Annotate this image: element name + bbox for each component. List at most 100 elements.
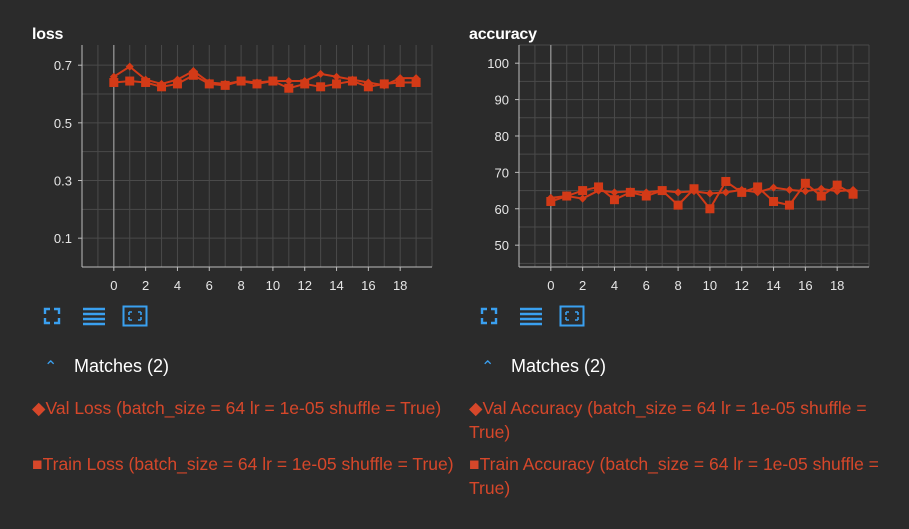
point-train-loss [395, 77, 405, 87]
legend-label: Val Loss (batch_size = 64 lr = 1e-05 shu… [45, 398, 442, 418]
point-train-loss [284, 83, 294, 93]
point-val-accuracy [785, 185, 794, 194]
legend-item-train-accuracy[interactable]: ■Train Accuracy (batch_size = 64 lr = 1e… [469, 452, 909, 500]
point-train-accuracy [705, 204, 715, 214]
point-train-loss [316, 82, 326, 92]
point-val-loss [316, 69, 325, 78]
x-tick-label: 4 [174, 278, 181, 293]
point-val-accuracy [721, 188, 730, 197]
point-train-loss [363, 82, 373, 92]
point-train-loss [379, 79, 389, 89]
x-tick-label: 12 [734, 278, 748, 293]
x-tick-label: 14 [329, 278, 343, 293]
point-train-loss [347, 76, 357, 86]
point-val-loss [332, 72, 341, 81]
point-train-loss [109, 77, 119, 87]
matches-label: Matches (2) [511, 356, 607, 376]
y-tick-label: 0.1 [54, 231, 72, 246]
point-train-accuracy [546, 196, 556, 206]
point-val-accuracy [705, 189, 714, 198]
matches-toggle[interactable]: ⌃ Matches (2) [32, 356, 169, 377]
point-train-accuracy [689, 184, 699, 194]
matches-toggle[interactable]: ⌃ Matches (2) [469, 356, 606, 377]
point-train-accuracy [848, 189, 858, 199]
point-val-loss [284, 77, 293, 86]
x-tick-label: 16 [798, 278, 812, 293]
point-train-accuracy [816, 191, 826, 201]
point-train-loss [300, 79, 310, 89]
point-train-accuracy [657, 186, 667, 196]
x-tick-label: 8 [237, 278, 244, 293]
loss-card: loss 0 2 4 6 8 10 12 14 16 18 0.1 0.3 0.5 0.7 ⌃ Match… [0, 0, 454, 529]
x-tick-label: 0 [110, 278, 117, 293]
y-tick-label: 50 [495, 238, 509, 253]
point-train-loss [204, 79, 214, 89]
chart-toolbar [42, 304, 162, 328]
y-tick-label: 100 [487, 56, 509, 71]
accuracy-chart[interactable]: 0 2 4 6 8 10 12 14 16 18 50 60 70 80 90 100 [437, 0, 887, 300]
legend-item-train-loss[interactable]: ■Train Loss (batch_size = 64 lr = 1e-05 … [32, 452, 472, 476]
x-tick-label: 6 [206, 278, 213, 293]
point-train-accuracy [594, 182, 604, 192]
fullscreen-icon[interactable] [42, 304, 82, 328]
x-tick-label: 6 [643, 278, 650, 293]
point-train-accuracy [753, 182, 763, 192]
diamond-icon: ◆ [469, 398, 483, 418]
x-tick-label: 14 [766, 278, 780, 293]
point-train-loss [220, 80, 230, 90]
point-train-loss [172, 79, 182, 89]
list-icon[interactable] [82, 304, 122, 328]
legend-item-val-accuracy[interactable]: ◆Val Accuracy (batch_size = 64 lr = 1e-0… [469, 396, 909, 444]
point-train-accuracy [673, 200, 683, 210]
point-val-accuracy [817, 184, 826, 193]
y-tick-label: 0.3 [54, 174, 72, 189]
point-train-loss [252, 79, 262, 89]
x-tick-label: 18 [830, 278, 844, 293]
x-tick-label: 18 [393, 278, 407, 293]
point-train-loss [141, 77, 151, 87]
y-tick-label: 0.5 [54, 116, 72, 131]
point-val-accuracy [801, 187, 810, 196]
x-tick-label: 2 [142, 278, 149, 293]
y-tick-label: 60 [495, 202, 509, 217]
chevron-up-icon: ⌃ [481, 358, 495, 376]
point-train-accuracy [832, 180, 842, 190]
fullscreen-icon[interactable] [479, 304, 519, 328]
chart-title: loss [32, 26, 64, 43]
accuracy-card: accuracy 0 2 4 6 8 10 12 14 16 18 50 60 70 80 90 100 ⌃ … [437, 0, 887, 529]
chart-toolbar [479, 304, 599, 328]
x-tick-label: 2 [579, 278, 586, 293]
y-tick-label: 0.7 [54, 58, 72, 73]
loss-chart[interactable]: 0 2 4 6 8 10 12 14 16 18 0.1 0.3 0.5 0.7 [0, 0, 450, 300]
point-train-loss [268, 76, 278, 86]
x-tick-label: 10 [266, 278, 280, 293]
legend-item-val-loss[interactable]: ◆Val Loss (batch_size = 64 lr = 1e-05 sh… [32, 396, 472, 420]
list-icon[interactable] [519, 304, 559, 328]
chevron-up-icon: ⌃ [44, 358, 58, 376]
fit-domain-icon[interactable] [559, 304, 599, 328]
point-train-accuracy [800, 178, 810, 188]
point-val-loss [125, 62, 134, 71]
square-icon: ■ [32, 454, 43, 474]
point-train-accuracy [721, 176, 731, 186]
x-tick-label: 10 [703, 278, 717, 293]
x-tick-label: 8 [674, 278, 681, 293]
fit-domain-icon[interactable] [122, 304, 162, 328]
point-train-accuracy [609, 195, 619, 205]
y-tick-label: 70 [495, 165, 509, 180]
point-train-accuracy [562, 191, 572, 201]
point-val-accuracy [610, 188, 619, 197]
point-train-accuracy [625, 187, 635, 197]
point-train-loss [157, 82, 167, 92]
point-train-loss [188, 70, 198, 80]
legend-label: Val Accuracy (batch_size = 64 lr = 1e-05… [469, 398, 867, 442]
matches-label: Matches (2) [74, 356, 170, 376]
x-tick-label: 12 [297, 278, 311, 293]
point-train-accuracy [784, 200, 794, 210]
chart-title: accuracy [469, 26, 537, 43]
x-tick-label: 16 [361, 278, 375, 293]
point-train-accuracy [769, 196, 779, 206]
point-train-accuracy [641, 191, 651, 201]
square-icon: ■ [469, 454, 480, 474]
